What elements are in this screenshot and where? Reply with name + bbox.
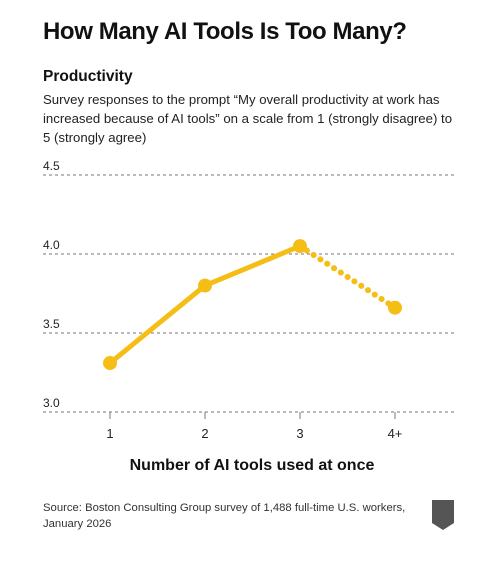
y-tick-labels: 3.0 3.5 4.0 4.5: [43, 159, 60, 410]
x-tick-label: 1: [106, 426, 113, 441]
data-point: [198, 278, 212, 293]
chart-title: How Many AI Tools Is Too Many?: [43, 18, 407, 45]
series-segment: [107, 283, 208, 366]
data-point: [293, 239, 307, 254]
y-tick-label: 3.0: [43, 396, 60, 410]
data-point: [103, 356, 117, 371]
y-tick-label: 3.5: [43, 317, 60, 331]
series-productivity: [103, 239, 402, 371]
x-tick-label: 3: [296, 426, 303, 441]
chart-description: Survey responses to the prompt “My overa…: [43, 92, 453, 145]
x-tick-label: 2: [201, 426, 208, 441]
y-tick-label: 4.5: [43, 159, 60, 173]
x-tick-label: 4+: [388, 426, 403, 441]
chart-subtitle: Productivity: [43, 68, 133, 85]
series-segment: [202, 243, 303, 289]
series-segment-dotted: [297, 243, 398, 311]
x-tick-marks: 1 2 3 4+: [106, 412, 402, 441]
line-chart: 3.0 3.5 4.0 4.5 1 2 3 4+ Number of AI tools us…: [43, 159, 455, 474]
gridlines: [43, 174, 455, 413]
data-point: [388, 300, 402, 315]
source-note: Source: Boston Consulting Group survey o…: [43, 502, 406, 530]
y-tick-label: 4.0: [43, 238, 60, 252]
hbr-logo: [432, 500, 454, 530]
x-axis-label: Number of AI tools used at once: [130, 457, 375, 474]
